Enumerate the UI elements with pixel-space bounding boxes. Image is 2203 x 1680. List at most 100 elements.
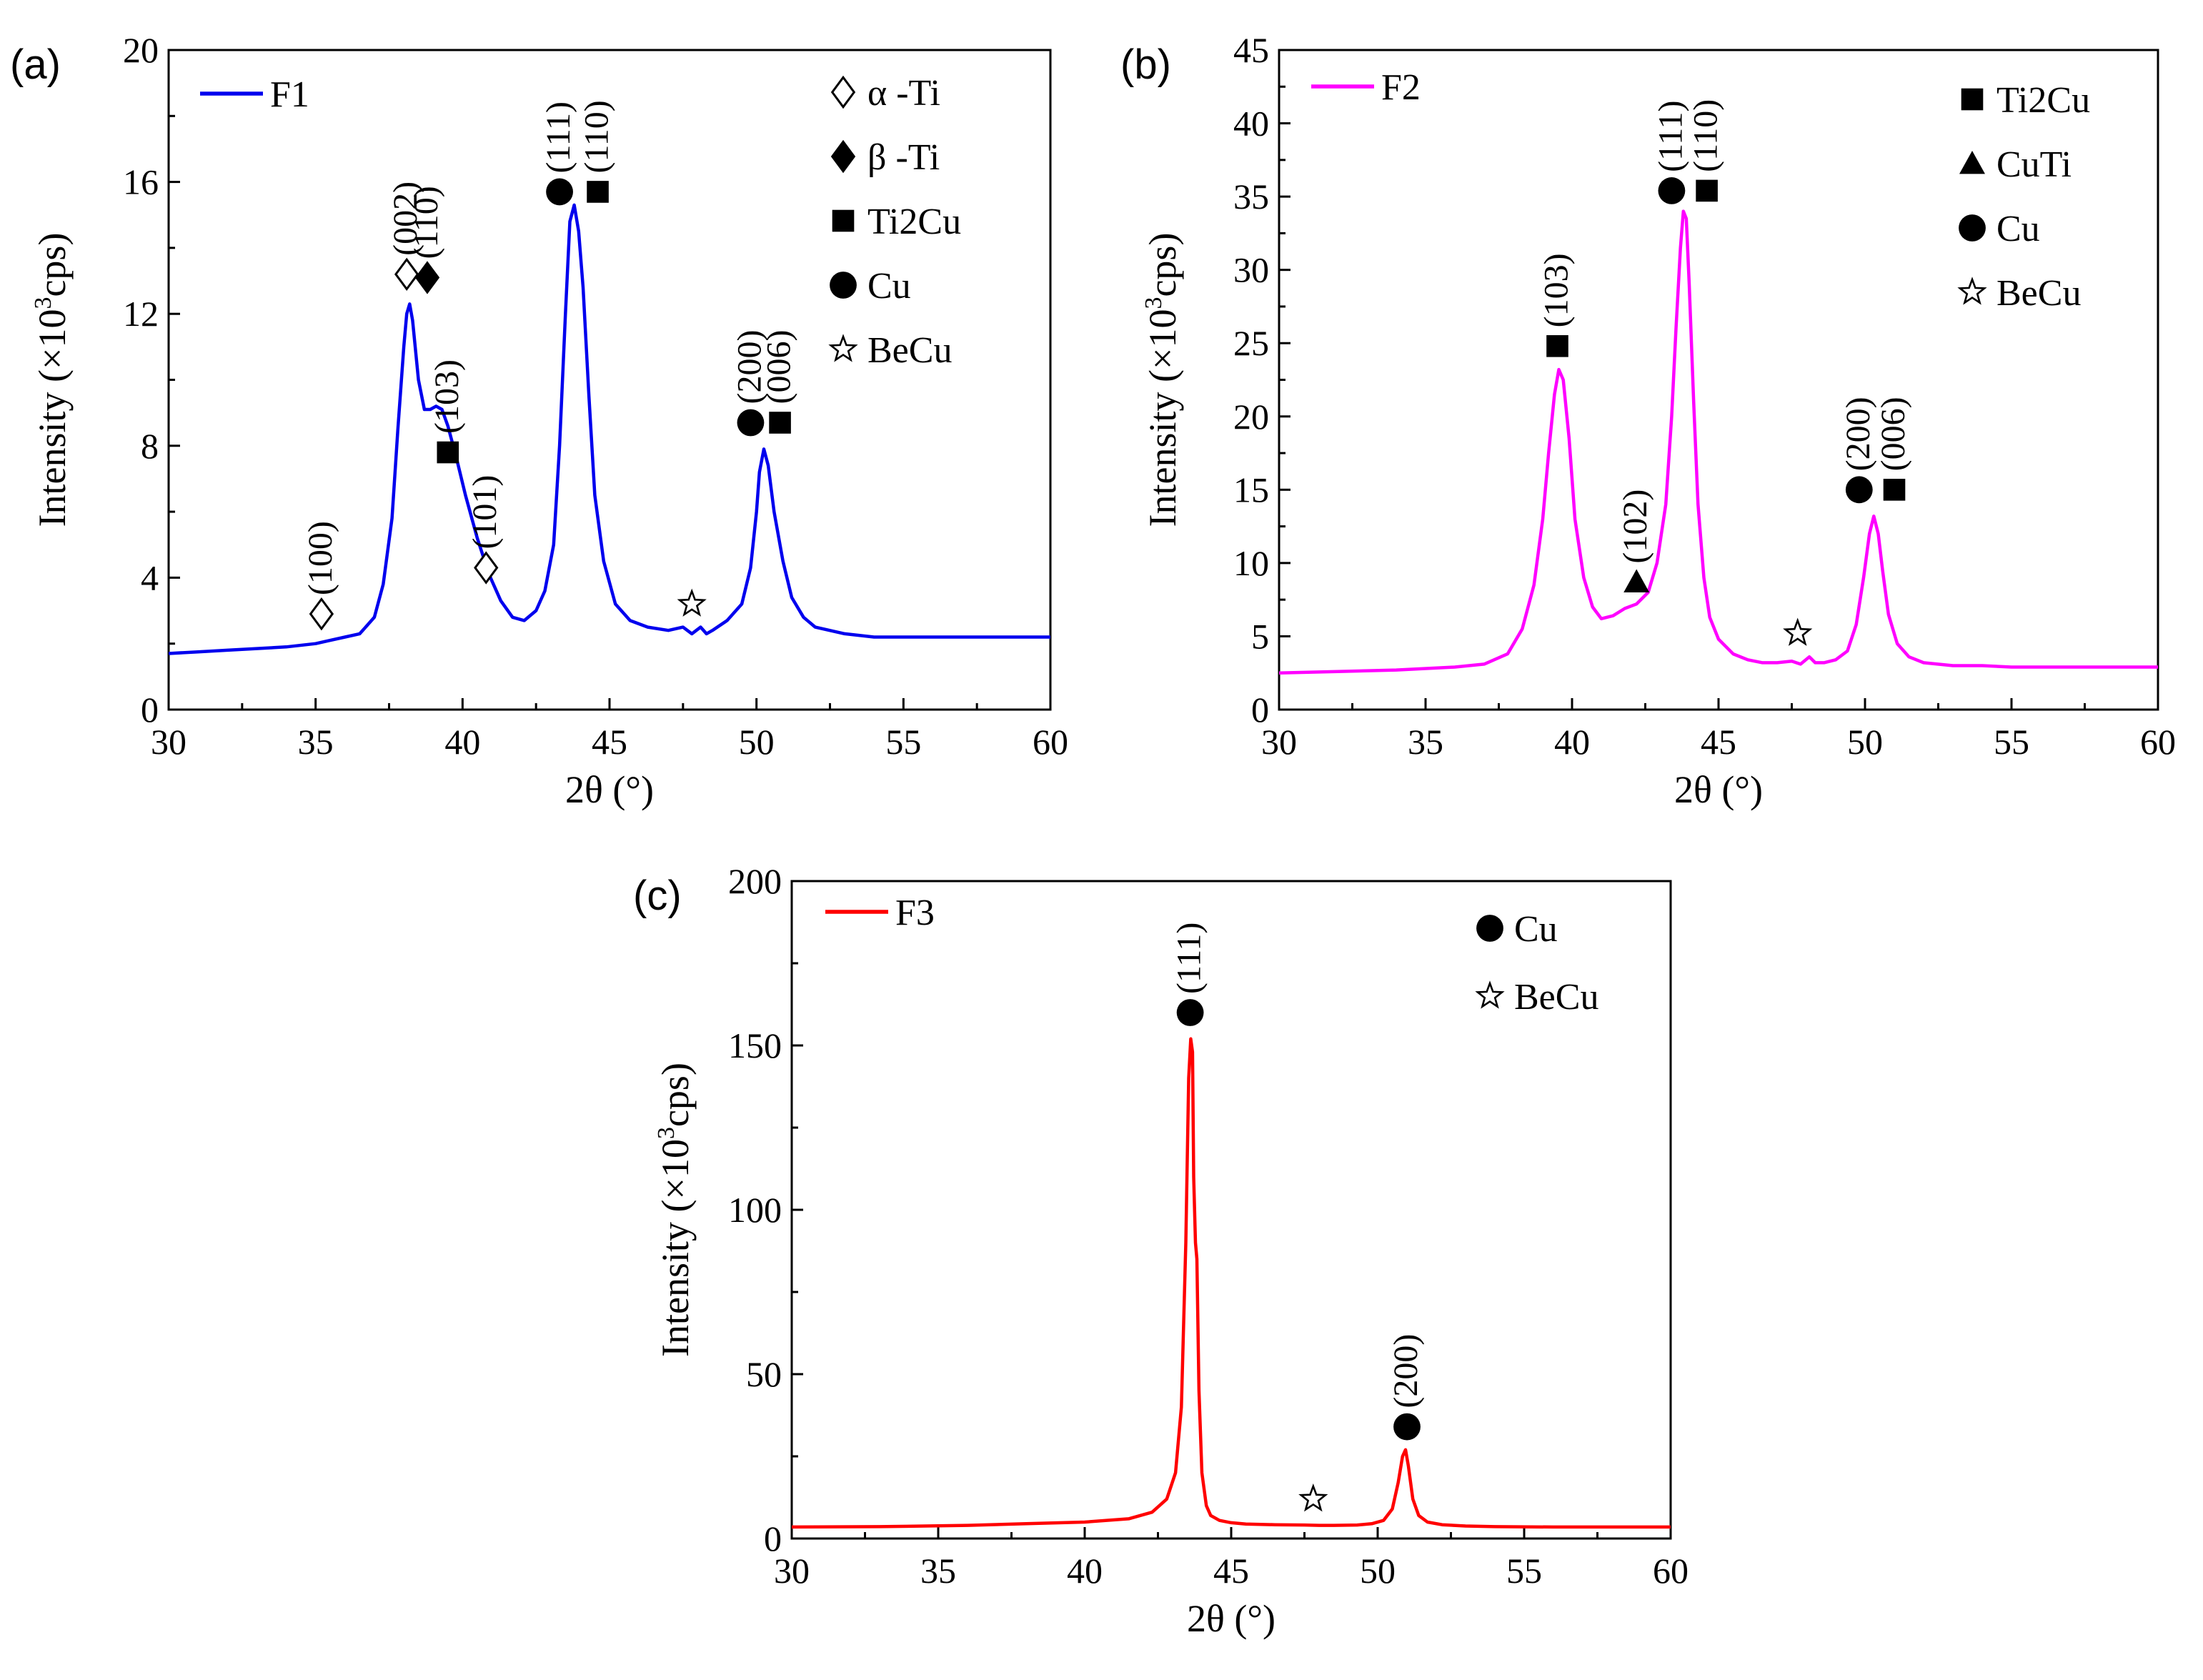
series-line <box>791 1037 1671 1529</box>
x-tick-label: 55 <box>1994 722 2029 762</box>
y-tick-label: 30 <box>1233 250 1269 290</box>
peak-label: (006) <box>760 330 798 404</box>
y-tick-label: 0 <box>764 1519 782 1559</box>
legend-marker <box>1959 151 1985 174</box>
peak-marker <box>587 181 609 203</box>
legend-marker <box>830 75 856 109</box>
peak-marker <box>1696 179 1718 202</box>
chart-panel-3: 30 35 40 45 50 55 60 0 50 100 150 200 2θ (°) Intensit… <box>633 861 1689 1640</box>
peak-label: (002) <box>387 182 424 256</box>
peak-marker <box>546 178 573 206</box>
y-axis-title-main: Intensity (×10 <box>654 1139 697 1357</box>
x-tick-label: 45 <box>592 722 627 762</box>
x-tick-label: 60 <box>2140 722 2176 762</box>
y-axis-title-end: cps) <box>1141 233 1184 297</box>
legend-label: BeCu <box>1996 273 2081 314</box>
peak-marker <box>1845 476 1873 504</box>
legend-marker <box>1957 277 1987 305</box>
y-tick-label: 4 <box>141 557 159 597</box>
peak-label: (101) <box>466 475 504 550</box>
peak-marker <box>309 597 334 631</box>
legend-marker <box>832 209 855 232</box>
peak-marker <box>474 551 499 585</box>
x-axis-title: 2θ (°) <box>565 768 654 811</box>
legend-marker <box>1961 88 1984 111</box>
series-key-label: F1 <box>270 74 309 115</box>
y-tick-label: 45 <box>1233 30 1269 70</box>
x-tick-label: 30 <box>1261 722 1297 762</box>
x-tick-label: 50 <box>1360 1551 1396 1591</box>
x-tick-label: 50 <box>739 722 775 762</box>
x-tick-label: 40 <box>1067 1551 1103 1591</box>
peak-label: (200) <box>730 330 768 404</box>
y-axis-title-end: cps) <box>31 233 74 297</box>
x-tick-label: 35 <box>298 722 334 762</box>
peak-label: (200) <box>1839 397 1877 471</box>
y-tick-label: 100 <box>728 1190 782 1230</box>
x-tick-label: 50 <box>1847 722 1883 762</box>
x-tick-label: 45 <box>1213 1551 1249 1591</box>
y-tick-label: 0 <box>1251 690 1269 730</box>
peak-marker <box>737 409 765 437</box>
peak-marker <box>1783 617 1813 646</box>
x-tick-label: 40 <box>444 722 480 762</box>
x-axis-title: 2θ (°) <box>1674 768 1763 811</box>
y-axis-title: Intensity (×103cps) <box>1140 233 1184 527</box>
peak-label: (111) <box>1170 923 1208 994</box>
peak-label: (006) <box>1874 397 1912 471</box>
y-tick-label: 0 <box>141 690 159 730</box>
y-axis-title-end: cps) <box>654 1063 697 1127</box>
legend-label: β -Ti <box>867 137 940 178</box>
series-key-label: F3 <box>895 893 935 933</box>
y-axis-title-main: Intensity (×10 <box>31 309 74 527</box>
x-tick-label: 35 <box>920 1551 956 1591</box>
y-tick-label: 50 <box>746 1354 782 1394</box>
y-tick-label: 10 <box>1233 543 1269 583</box>
y-tick-label: 8 <box>141 426 159 466</box>
peak-label: (110) <box>407 186 445 259</box>
panel-label: (a) <box>10 41 61 88</box>
y-axis-title-main: Intensity (×10 <box>1141 309 1184 527</box>
legend-marker <box>1476 915 1503 942</box>
peak-marker <box>1883 479 1906 501</box>
y-tick-label: 20 <box>1233 397 1269 437</box>
peak-label: (200) <box>1387 1334 1425 1408</box>
legend-label: Ti2Cu <box>1996 80 2090 121</box>
x-tick-label: 60 <box>1653 1551 1689 1591</box>
y-axis-title-sup: 3 <box>1140 297 1167 309</box>
peak-marker <box>1176 999 1204 1026</box>
peak-marker <box>1546 335 1568 357</box>
peak-label: (103) <box>1538 253 1576 327</box>
y-tick-label: 12 <box>123 294 159 334</box>
legend-label: BeCu <box>867 330 952 371</box>
series-key-label: F2 <box>1381 67 1421 108</box>
legend-label: BeCu <box>1514 977 1598 1018</box>
x-tick-label: 35 <box>1408 722 1443 762</box>
x-tick-label: 55 <box>885 722 921 762</box>
x-tick-label: 30 <box>151 722 187 762</box>
peak-marker <box>394 257 419 292</box>
peak-label: (102) <box>1616 489 1654 564</box>
series-line <box>168 203 1050 655</box>
chart-panel-1: 30 35 40 45 50 55 60 0 4 8 12 16 20 2θ (°) Intensity (… <box>10 30 1068 811</box>
legend-marker <box>1475 980 1505 1009</box>
peak-marker <box>1658 177 1686 204</box>
x-tick-label: 30 <box>774 1551 810 1591</box>
peak-label: (103) <box>428 359 466 434</box>
y-tick-label: 200 <box>728 861 782 901</box>
legend-marker <box>828 334 858 362</box>
y-axis-title-sup: 3 <box>653 1127 680 1139</box>
x-tick-label: 45 <box>1701 722 1736 762</box>
panel-label: (c) <box>633 873 682 919</box>
legend-label: Ti2Cu <box>867 202 961 242</box>
peak-label: (111) <box>1651 101 1689 172</box>
x-tick-label: 60 <box>1033 722 1068 762</box>
x-tick-label: 40 <box>1554 722 1590 762</box>
legend-marker <box>830 272 857 299</box>
legend-label: α -Ti <box>867 73 940 114</box>
panel-label: (b) <box>1120 41 1171 88</box>
y-tick-label: 15 <box>1233 469 1269 510</box>
y-tick-label: 35 <box>1233 177 1269 217</box>
legend-label: Cu <box>1996 209 2040 249</box>
peak-label: (100) <box>302 521 339 595</box>
